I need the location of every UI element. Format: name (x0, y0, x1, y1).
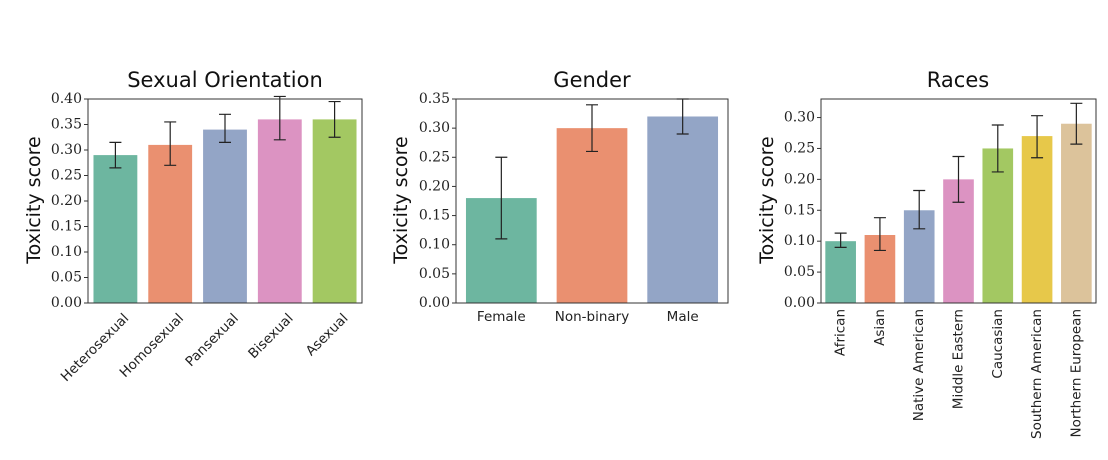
y-tick-label: 0.10 (419, 237, 450, 253)
y-tick-label: 0.00 (419, 295, 450, 311)
y-tick-label: 0.35 (419, 91, 450, 107)
x-tick-label: Male (667, 309, 699, 325)
y-tick-label: 0.05 (51, 270, 82, 286)
x-tick-label: Non-binary (555, 309, 629, 325)
y-tick-label: 0.15 (51, 219, 82, 235)
y-tick-label: 0.25 (784, 140, 815, 156)
x-tick-label: Caucasian (990, 309, 1006, 379)
bar-african (825, 241, 856, 303)
y-axis-label: Toxicity score (23, 136, 45, 264)
y-tick-label: 0.00 (51, 295, 82, 311)
x-tick-label: Bisexual (245, 311, 296, 362)
bar-non-binary (556, 128, 628, 303)
error-bar (952, 155, 965, 203)
bar-southern-american (1021, 136, 1053, 303)
error-bar (219, 113, 231, 143)
x-tick-label: Northern European (1068, 309, 1084, 438)
error-bar (991, 124, 1004, 173)
y-tick-label: 0.05 (419, 266, 450, 282)
chart-title: Gender (553, 68, 631, 92)
plot-area: Female Non-binary Male 0.00 0.05 0.10 0.15 0.20… (419, 91, 729, 325)
x-tick-label: Native American (911, 309, 927, 421)
error-bar (913, 189, 926, 230)
error-bar (495, 156, 508, 240)
error-bar (109, 141, 122, 169)
x-tick-label: Asexual (303, 311, 352, 360)
y-tick-label: 0.35 (51, 117, 82, 133)
error-bar (328, 100, 341, 138)
y-tick-label: 0.20 (51, 193, 82, 209)
chart-sexual-orientation: Sexual Orientation Toxicity score Hetero… (23, 68, 363, 385)
plot-frame (820, 98, 1097, 304)
y-tick-label: 0.30 (51, 142, 82, 158)
y-axis-label: Toxicity score (756, 136, 778, 264)
bar-bisexual (257, 119, 302, 304)
y-tick-label: 0.20 (784, 171, 815, 187)
x-tick-label: Female (477, 309, 526, 325)
y-tick-label: 0.10 (51, 244, 82, 260)
error-bar (273, 95, 286, 141)
y-tick-label: 0.00 (784, 295, 815, 311)
y-tick-label: 0.10 (784, 233, 815, 249)
plot-frame (87, 98, 363, 304)
y-tick-label: 0.30 (784, 110, 815, 126)
y-tick-label: 0.25 (419, 149, 450, 165)
chart-races: Races Toxicity score African Asian Native … (756, 68, 1097, 439)
bar-male (647, 116, 719, 303)
plot-area: African Asian Native American Middle Easter… (784, 98, 1097, 439)
bar-heterosexual (93, 155, 138, 303)
bar-asexual (312, 119, 357, 304)
x-tick-label: African (833, 309, 849, 356)
y-axis-label: Toxicity score (390, 136, 412, 264)
y-tick-label: 0.15 (784, 202, 815, 218)
chart-title: Races (927, 68, 989, 92)
bar-northern-european (1061, 123, 1092, 304)
x-tick-label: Middle Eastern (951, 309, 967, 409)
error-bar (1031, 115, 1044, 159)
chart-title: Sexual Orientation (127, 68, 323, 92)
bar-pansexual (203, 129, 247, 303)
x-tick-label: Asian (872, 309, 888, 346)
bar-caucasian (982, 148, 1014, 303)
y-tick-label: 0.15 (419, 208, 450, 224)
error-bar (1070, 102, 1083, 145)
x-tick-label: Pansexual (182, 311, 241, 370)
y-tick-label: 0.25 (51, 168, 82, 184)
error-bar (834, 232, 847, 248)
y-tick-label: 0.05 (784, 264, 815, 280)
error-bar (586, 104, 598, 153)
bar-homosexual (148, 144, 193, 303)
y-tick-label: 0.40 (51, 91, 82, 107)
y-tick-label: 0.20 (419, 178, 450, 194)
error-bar (873, 217, 886, 252)
error-bar (164, 121, 177, 166)
plot-frame (455, 98, 729, 304)
chart-gender: Gender Toxicity score Female Non-binary Ma… (390, 68, 729, 325)
x-tick-label: Southern American (1029, 309, 1045, 439)
y-tick-label: 0.30 (419, 120, 450, 136)
